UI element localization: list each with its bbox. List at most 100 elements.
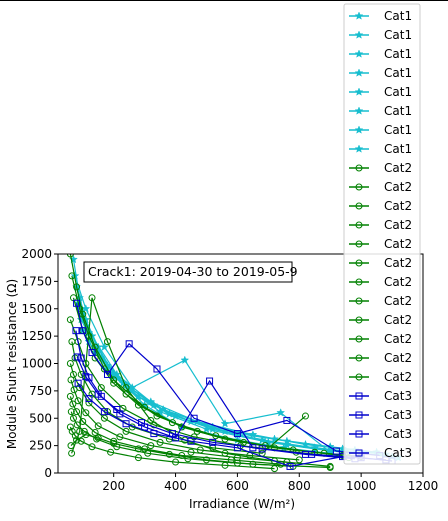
legend-marker [354, 106, 364, 115]
legend-label: Cat1 [384, 28, 412, 42]
legend-label: Cat1 [384, 9, 412, 23]
series-cat3-24 [74, 379, 390, 470]
data-point [165, 450, 173, 458]
data-point [73, 353, 81, 361]
annotation-box: Crack1: 2019-04-30 to 2019-05-9 [83, 261, 298, 283]
x-tick-label: 600 [226, 479, 249, 493]
data-point [233, 444, 241, 452]
legend-marker [355, 202, 363, 210]
legend-marker [355, 316, 363, 324]
y-tick-label: 1750 [21, 274, 52, 288]
data-point [153, 365, 161, 373]
data-point [74, 397, 82, 405]
legend-label: Cat2 [384, 180, 412, 194]
data-point [212, 432, 220, 440]
data-point [79, 418, 87, 426]
data-point [110, 437, 118, 445]
data-point [257, 435, 267, 444]
annotation-text: Crack1: 2019-04-30 to 2019-05-9 [88, 264, 298, 279]
series-cat2-18 [66, 423, 279, 473]
data-point [187, 437, 195, 445]
data-point [110, 379, 118, 387]
legend-item-cat3: Cat3 [349, 427, 412, 441]
legend-marker [355, 354, 363, 362]
data-point [301, 412, 309, 420]
legend-label: Cat1 [384, 85, 412, 99]
data-point [74, 379, 82, 387]
legend-item-cat2: Cat2 [349, 237, 412, 251]
data-point [125, 340, 133, 348]
data-point [147, 416, 155, 424]
y-axis-label: Module Shunt resistance (Ω) [5, 279, 19, 449]
data-point [88, 294, 96, 302]
data-point [66, 316, 74, 324]
data-point [107, 448, 115, 456]
data-point [184, 455, 192, 463]
series-line [69, 319, 349, 459]
data-point [220, 419, 230, 428]
data-point [168, 430, 176, 438]
x-axis-ticks: 200 400 600 800 1000 1200 [102, 473, 438, 493]
legend-marker [354, 68, 364, 77]
series-line [70, 379, 287, 463]
series-line [76, 356, 393, 462]
legend-label: Cat2 [384, 294, 412, 308]
series-line [69, 396, 281, 465]
legend-marker [354, 144, 364, 153]
data-point [77, 437, 85, 445]
x-tick-label: 1200 [408, 479, 439, 493]
data-point [168, 419, 176, 427]
data-point [271, 457, 279, 465]
data-point [116, 433, 124, 441]
x-tick-label: 800 [288, 479, 311, 493]
legend-item-cat2: Cat2 [349, 275, 412, 289]
data-point [209, 438, 217, 446]
series-line [70, 434, 331, 469]
data-point [72, 327, 80, 335]
data-point [206, 377, 214, 385]
legend-item-cat1: Cat1 [349, 66, 412, 80]
y-tick-label: 500 [29, 411, 52, 425]
data-point [66, 360, 74, 367]
data-point [77, 370, 85, 378]
data-point [283, 416, 291, 424]
legend-item-cat2: Cat2 [349, 256, 412, 270]
data-point [82, 409, 90, 417]
legend-marker [355, 259, 363, 267]
data-point [79, 327, 87, 335]
data-point [122, 390, 130, 398]
data-point [73, 299, 81, 307]
legend-marker [355, 183, 363, 191]
legend-label: Cat1 [384, 104, 412, 118]
legend-marker [355, 297, 363, 305]
legend-marker [355, 411, 363, 419]
data-point [150, 430, 158, 438]
x-tick-label: 200 [102, 479, 125, 493]
data-point [202, 456, 210, 464]
data-point [187, 448, 195, 456]
legend-item-cat2: Cat2 [349, 161, 412, 175]
data-point [68, 449, 76, 457]
data-point [103, 338, 111, 346]
data-point [180, 355, 190, 365]
legend-item-cat1: Cat1 [349, 9, 412, 23]
data-point [97, 384, 105, 392]
series-line [74, 275, 331, 453]
data-point [69, 400, 77, 408]
data-point [85, 399, 93, 407]
y-tick-label: 1250 [21, 329, 52, 343]
data-point [138, 419, 146, 427]
data-point [134, 401, 142, 409]
data-point [82, 431, 90, 439]
legend-marker [355, 449, 363, 457]
data-point [282, 436, 292, 446]
y-tick-label: 1000 [21, 357, 52, 371]
data-point [99, 342, 109, 351]
data-point [82, 373, 90, 381]
legend-label: Cat1 [384, 47, 412, 61]
legend-label: Cat2 [384, 237, 412, 251]
legend-marker [355, 240, 363, 248]
legend-marker [355, 164, 363, 172]
legend-label: Cat1 [384, 123, 412, 137]
